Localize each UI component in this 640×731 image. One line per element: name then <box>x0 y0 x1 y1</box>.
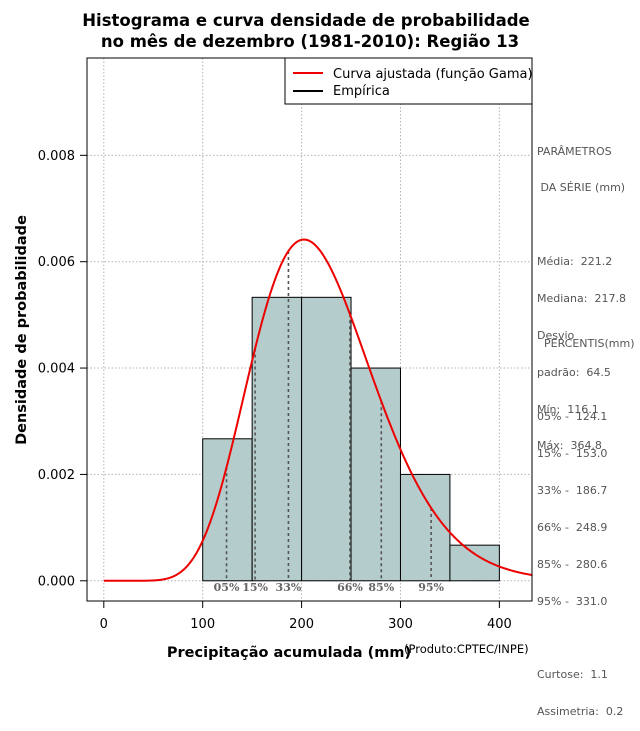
histogram-bar <box>399 473 451 582</box>
legend-box <box>284 57 533 105</box>
source-note: (Produto:CPTEC/INPE) <box>404 642 529 656</box>
y-tick-label: 0.002 <box>38 468 75 483</box>
percentil-05: 05% - 124.1 <box>537 410 608 424</box>
legend: Curva ajustada (função Gama) Empírica <box>284 57 533 105</box>
skewness: Assimetria: 0.2 <box>537 704 624 718</box>
histogram-bar <box>251 296 303 582</box>
kurtosis: Curtose: 1.1 <box>537 668 608 682</box>
stat-max: Máx: 364.8 <box>537 439 602 453</box>
histogram-bar <box>350 367 401 582</box>
percentile-label: 85% <box>368 581 394 594</box>
fitted-gamma-curve <box>103 238 533 582</box>
x-tick-label: 100 <box>190 617 215 632</box>
percentil-15: 15% - 153.0 <box>537 446 608 460</box>
percentile-label: 66% <box>337 581 363 594</box>
x-tick-label: 200 <box>289 617 314 632</box>
x-tick-label: 300 <box>388 617 413 632</box>
x-axis-label: Precipitação acumulada (mm) <box>167 645 411 660</box>
series-parameters-panel: PARÂMETROS DA SÉRIE (mm) Média: 221.2 Me… <box>537 121 626 465</box>
legend-label-empirical: Empírica <box>333 84 390 99</box>
percentile-label: 05% <box>214 581 240 594</box>
percentile-lines: 05% 15% 33% 66% 85% 95% <box>214 250 445 594</box>
percentis-heading: PERCENTIS(mm) <box>537 336 635 350</box>
stat-sd-label: Desvio <box>537 328 575 342</box>
y-tick-label: 0.008 <box>38 149 75 164</box>
percentil-95: 95% - 331.0 <box>537 594 608 608</box>
chart-title-line-1: Histograma e curva densidade de probabil… <box>82 11 530 30</box>
percentile-label: 15% <box>242 581 268 594</box>
chart-title-line-2: no mês de dezembro (1981-2010): Região 1… <box>101 32 519 51</box>
stat-mean: Média: 221.2 <box>537 254 613 268</box>
params-heading-1: PARÂMETROS <box>537 144 612 158</box>
x-tick-label: 400 <box>487 617 512 632</box>
y-tick-label: 0.000 <box>38 574 75 589</box>
percentil-33: 33% - 186.7 <box>537 483 608 497</box>
percentil-85: 85% - 280.6 <box>537 557 608 571</box>
y-tick-label: 0.006 <box>38 255 75 270</box>
percentiles-panel: PERCENTIS(mm) 05% - 124.1 15% - 153.0 33… <box>537 313 635 731</box>
percentile-label: 95% <box>418 581 444 594</box>
y-axis: 0.000 0.002 0.004 0.006 0.008 <box>38 149 87 589</box>
stat-sd: padrão: 64.5 <box>537 365 611 379</box>
legend-label-curve: Curva ajustada (função Gama) <box>333 67 533 82</box>
y-tick-label: 0.004 <box>38 362 75 377</box>
y-axis-label: Densidade de probabilidade <box>14 215 30 445</box>
stat-median: Mediana: 217.8 <box>537 291 626 305</box>
params-heading-2: DA SÉRIE (mm) <box>537 181 626 195</box>
x-tick-label: 0 <box>100 617 108 632</box>
histogram-chart: Histograma e curva densidade de probabil… <box>14 11 533 660</box>
percentil-66: 66% - 248.9 <box>537 520 608 534</box>
histogram-bar <box>301 296 352 582</box>
percentile-label: 33% <box>276 581 302 594</box>
x-axis: 0 100 200 300 400 <box>100 600 512 632</box>
histogram-bars <box>202 296 500 582</box>
stat-min: Mín: 116.1 <box>537 402 599 416</box>
